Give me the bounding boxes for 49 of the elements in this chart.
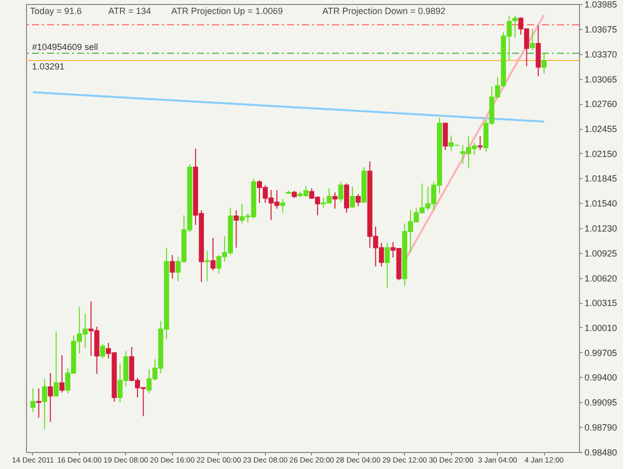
candlestick	[350, 186, 355, 208]
annotation: ATR Projection Up = 1.0069	[171, 6, 283, 16]
y-tick-label: 1.00620	[584, 273, 618, 284]
candlestick	[36, 388, 42, 418]
y-tick-label: 0.99095	[584, 397, 618, 408]
y-tick-label: 0.99400	[584, 372, 618, 383]
candlestick	[170, 254, 175, 280]
candlestick	[234, 210, 239, 248]
candlestick	[344, 182, 350, 214]
annotation: Today = 91.6	[30, 6, 82, 16]
y-tick-label: 0.98480	[584, 448, 618, 458]
y-tick-label: 1.01540	[584, 198, 618, 208]
annotation: ATR = 134	[108, 6, 152, 16]
y-tick-label: 1.00315	[584, 298, 618, 308]
candlestick	[338, 181, 344, 203]
candlestick	[280, 198, 286, 214]
y-tick-label: 1.03985	[584, 0, 618, 10]
candlestick	[542, 52, 547, 74]
y-tick-label: 1.00010	[584, 322, 618, 333]
candlestick	[478, 136, 483, 151]
candlestick	[48, 372, 53, 422]
ref-line-label: 1.03291	[32, 61, 65, 72]
candlestick	[59, 354, 65, 394]
candlestick	[384, 242, 390, 288]
candlestick	[356, 194, 361, 207]
candlestick	[442, 122, 448, 151]
candlestick	[30, 388, 36, 413]
candlestick	[54, 331, 59, 398]
candlestick	[512, 15, 518, 38]
candlestick	[536, 25, 541, 77]
y-tick-label: 1.02455	[584, 124, 618, 134]
y-tick-label: 1.03370	[584, 50, 618, 60]
y-tick-label: 1.03065	[584, 74, 618, 84]
ref-line-label: #104954609 sell	[32, 42, 98, 52]
y-tick-label: 1.03675	[584, 24, 618, 35]
candlestick	[332, 192, 338, 210]
y-tick-label: 1.00925	[584, 248, 618, 259]
candlestick	[42, 378, 48, 430]
y-tick-label: 1.02760	[584, 99, 618, 110]
y-tick-label: 1.01845	[584, 174, 618, 184]
candlestick	[210, 237, 216, 272]
y-tick-label: 1.01230	[584, 224, 618, 234]
annotation: ATR Projection Down = 0.9892	[322, 6, 446, 16]
candlestick	[530, 28, 535, 50]
y-tick-label: 0.99705	[584, 348, 618, 358]
y-tick-label: 0.98790	[584, 422, 618, 432]
candlestick	[204, 250, 210, 282]
y-tick-label: 1.02150	[584, 148, 618, 159]
candlestick	[100, 343, 106, 359]
